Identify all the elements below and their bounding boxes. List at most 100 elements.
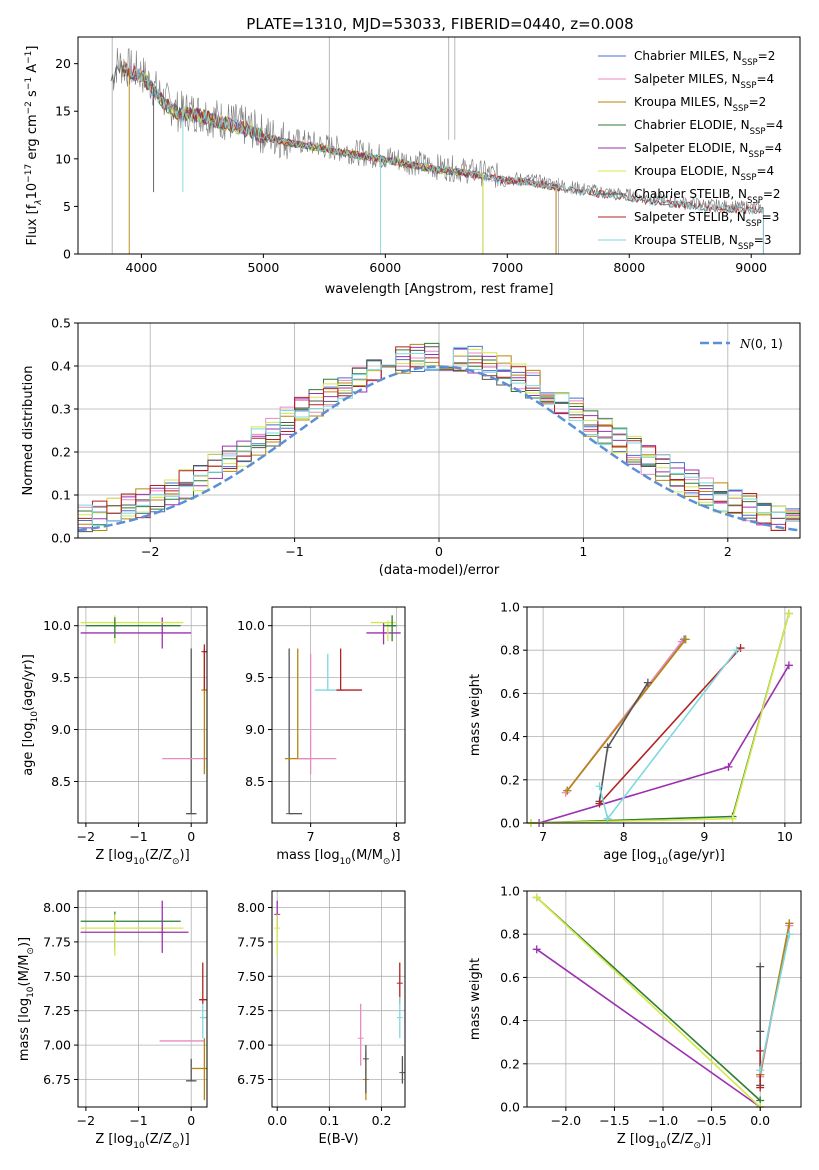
series-marker xyxy=(563,786,572,795)
y-tick-label: 0.8 xyxy=(500,927,520,942)
panel-age-vs-Z: −2 −1 0 8.5 9.0 9.5 10.0 Z [log10(Z/Z⊙)] age [lo… xyxy=(21,606,208,867)
y-tick-label: 0.0 xyxy=(51,531,71,546)
y-tick-label: 0.4 xyxy=(500,729,520,744)
axes-frame xyxy=(526,606,802,824)
y-tick-label: 7.00 xyxy=(43,1038,71,1053)
legend-label: Salpeter STELIB, NSSP=3 xyxy=(634,210,779,229)
y-tick-label: 0.1 xyxy=(51,488,71,503)
legend: Chabrier MILES, NSSP=2 Salpeter MILES, NS… xyxy=(598,49,783,252)
series-line xyxy=(536,896,761,1108)
y-tick-label: 0.2 xyxy=(51,445,71,460)
y-tick-label: 5 xyxy=(63,199,71,214)
series-marker xyxy=(532,893,541,902)
panel-massweight-vs-Z: −2.0 −1.5 −1.0 −0.5 0.0 0.0 0.2 0.4 0.6 0.8 1.0 Z [… xyxy=(468,884,802,1151)
legend-label: Kroupa STELIB, NSSP=3 xyxy=(634,233,772,252)
y-tick-label: 0.5 xyxy=(51,316,71,331)
y-tick-label: 15 xyxy=(55,104,71,119)
y-tick-label: 1.0 xyxy=(500,600,520,615)
y-tick-label: 0.6 xyxy=(500,686,520,701)
axes-frame xyxy=(77,36,801,255)
y-tick-label: 8.00 xyxy=(43,900,71,915)
x-tick-label: 0.0 xyxy=(750,1113,770,1128)
series-marker xyxy=(785,930,794,939)
y-axis-label: Flux [fλ10−17 erg cm−2 s−1 A−1] xyxy=(24,46,44,246)
y-tick-label: 8.5 xyxy=(245,774,265,789)
x-tick-label: 0 xyxy=(187,1113,195,1128)
legend-label: Salpeter ELODIE, NSSP=4 xyxy=(634,141,782,160)
y-tick-label: 0.0 xyxy=(500,1100,520,1115)
x-tick-label: 2 xyxy=(724,544,732,559)
series-line xyxy=(536,948,761,1108)
series-marker xyxy=(732,646,741,655)
y-tick-label: 0.6 xyxy=(500,970,520,985)
series-marker xyxy=(756,1046,765,1055)
y-tick-label: 9.0 xyxy=(245,722,265,737)
y-tick-label: 0.4 xyxy=(500,1013,520,1028)
x-tick-label: 7 xyxy=(307,829,315,844)
y-tick-label: 7.75 xyxy=(43,934,71,949)
y-tick-label: 8.00 xyxy=(237,900,265,915)
panel-age-vs-mass: 7 8 8.5 9.0 9.5 10.0 mass [log10(M/M⊙)] xyxy=(237,606,406,867)
x-tick-label: −2.0 xyxy=(551,1113,581,1128)
series-marker xyxy=(728,814,737,823)
x-tick-label: 7 xyxy=(539,829,547,844)
series-marker xyxy=(724,762,733,771)
y-tick-label: 1.0 xyxy=(500,884,520,899)
y-tick-label: 0.2 xyxy=(500,1056,520,1071)
histogram-step xyxy=(77,346,800,538)
series-marker xyxy=(756,1027,765,1036)
x-axis-label: (data-model)/error xyxy=(379,563,500,578)
x-tick-label: 4000 xyxy=(126,260,158,275)
y-axis-label: mass weight xyxy=(468,958,483,1040)
series-line xyxy=(598,647,742,805)
histogram-step xyxy=(77,346,800,538)
series-marker xyxy=(595,782,604,791)
y-tick-label: 6.75 xyxy=(237,1072,265,1087)
x-tick-label: 5000 xyxy=(247,260,279,275)
x-tick-label: 0.1 xyxy=(319,1113,339,1128)
y-tick-label: 0.2 xyxy=(500,772,520,787)
x-axis-label: wavelength [Angstrom, rest frame] xyxy=(325,282,554,297)
x-axis-label: Z [log10(Z/Z⊙)] xyxy=(617,1132,711,1151)
axes-frame xyxy=(77,606,208,824)
series-marker xyxy=(756,962,765,971)
panel-mass-vs-Z: −2 −1 0 6.75 7.00 7.25 7.50 7.75 8.00 Z [log10(Z/… xyxy=(17,890,208,1151)
x-axis-label: mass [log10(M/M⊙)] xyxy=(276,848,400,867)
y-tick-label: 9.5 xyxy=(51,670,71,685)
x-tick-label: 8 xyxy=(392,829,400,844)
x-tick-label: −1.0 xyxy=(648,1113,678,1128)
series-line xyxy=(759,934,791,1071)
normal-curve xyxy=(77,365,801,532)
x-tick-label: −1 xyxy=(129,1113,147,1128)
figure-title: PLATE=1310, MJD=53033, FIBERID=0440, z=0… xyxy=(246,15,633,33)
histogram-step xyxy=(77,346,800,538)
x-tick-label: 1 xyxy=(579,544,587,559)
y-tick-label: 9.0 xyxy=(51,722,71,737)
x-tick-label: −2 xyxy=(77,829,95,844)
y-tick-label: 7.00 xyxy=(237,1038,265,1053)
x-tick-label: 0 xyxy=(435,544,443,559)
panel-spectrum: 4000 5000 6000 7000 8000 9000 0 5 10 15 20 waveleng… xyxy=(24,36,801,297)
axes-frame xyxy=(77,890,208,1108)
x-tick-label: 9 xyxy=(700,829,708,844)
x-axis-label: Z [log10(Z/Z⊙)] xyxy=(95,848,189,867)
series-marker xyxy=(532,945,541,954)
series-marker xyxy=(681,635,690,644)
y-axis-label: mass [log10(M/M⊙)] xyxy=(17,937,36,1061)
panel-massweight-vs-age: 7 8 9 10 0.0 0.2 0.4 0.6 0.8 1.0 age [log10(age/yr… xyxy=(468,600,802,867)
axes-frame xyxy=(271,890,406,1108)
x-tick-label: 8 xyxy=(620,829,628,844)
y-axis-label: mass weight xyxy=(468,674,483,756)
y-tick-label: 20 xyxy=(55,56,71,71)
x-tick-label: 6000 xyxy=(369,260,401,275)
x-axis-label: age [log10(age/yr)] xyxy=(603,848,725,867)
y-tick-label: 9.5 xyxy=(245,670,265,685)
x-tick-label: −1 xyxy=(285,544,303,559)
y-axis-label: Normed distribution xyxy=(21,366,36,496)
y-tick-label: 0 xyxy=(63,247,71,262)
series-marker xyxy=(756,1066,765,1075)
x-tick-label: 8000 xyxy=(613,260,645,275)
y-tick-label: 7.50 xyxy=(43,969,71,984)
x-axis-label: E(B-V) xyxy=(318,1132,358,1147)
y-tick-label: 0.3 xyxy=(51,402,71,417)
